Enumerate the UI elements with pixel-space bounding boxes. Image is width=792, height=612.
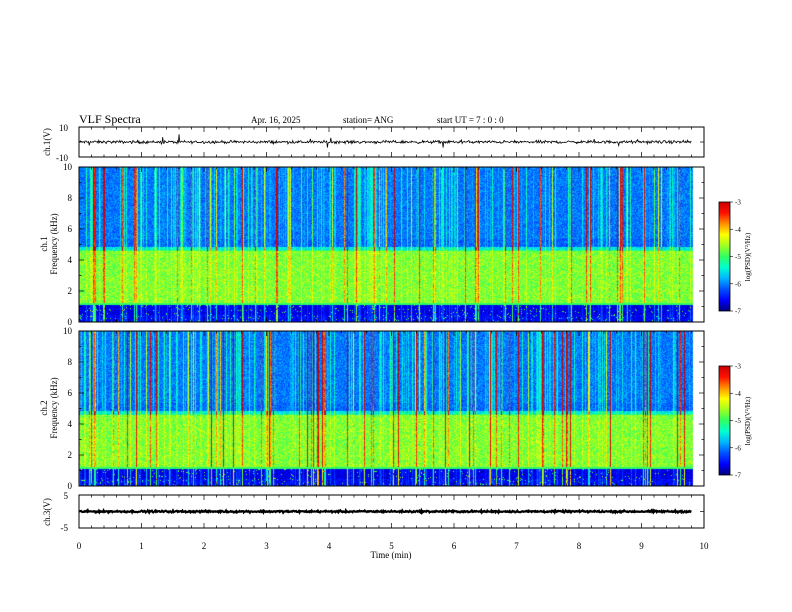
x-axis-tick-labels: 0 1 2 3 4 5 6 7 8 9 10 (77, 541, 709, 551)
ch1-spectrogram-ylabel: Frequency (kHz) (49, 213, 59, 274)
ch1-spectrogram-ytick-label: 6 (68, 224, 73, 234)
ch2-colorbar-label: log(PSD)(V²/Hz) (744, 396, 752, 445)
ch2-spectrogram-channel-label: ch.2 (39, 400, 49, 415)
ch1-spectrogram-ytick-label: 4 (68, 255, 73, 265)
ch2-spectrogram-ytick-label: 8 (68, 357, 73, 367)
ch3-waveform-panel: 5 -5 ch.3(V) (42, 491, 705, 533)
header-station: station= ANG (343, 115, 394, 125)
x-tick-label: 8 (577, 541, 582, 551)
ch1-ytick-bottom: -10 (56, 153, 68, 163)
x-tick-label: 4 (327, 541, 332, 551)
ch3-ytick-top: 5 (64, 491, 69, 501)
ch2-colorbar-ticks: -3 -4 -5 -6 -7 (730, 363, 741, 480)
ch3-ytick-bottom: -5 (61, 523, 69, 533)
ch2-colorbar-tick-label: -3 (735, 363, 741, 371)
x-tick-label: 9 (639, 541, 644, 551)
ch2-spectrogram-ytick-labels: 0 2 4 6 8 10 (63, 326, 73, 491)
ch2-colorbar-tick-label: -7 (735, 472, 741, 480)
ch2-spectrogram-ytick-label: 4 (68, 419, 73, 429)
ch1-waveform-ylabel: ch.1(V) (42, 128, 52, 156)
x-tick-label: 1 (139, 541, 144, 551)
header-date: Apr. 16, 2025 (251, 115, 301, 125)
ch1-spectrogram-ytick-label: 10 (63, 162, 73, 172)
ch1-spectrogram-ticks (78, 166, 705, 323)
ch3-waveform-line (78, 507, 692, 516)
ch1-colorbar-tick-label: -7 (735, 308, 741, 316)
ch1-colorbar (718, 201, 731, 312)
x-tick-label: 6 (452, 541, 457, 551)
ch2-colorbar-tick-label: -4 (735, 390, 741, 398)
ch3-waveform-ticks (78, 494, 705, 529)
ch1-colorbar-tick-label: -5 (735, 253, 741, 261)
ch1-spectrogram-channel-label: ch.1 (39, 236, 49, 251)
ch2-spectrogram-ticks (78, 330, 705, 487)
ch2-spectrogram-ytick-label: 0 (68, 481, 73, 491)
ch1-colorbar-ticks: -3 -4 -5 -6 -7 (730, 199, 741, 316)
x-tick-label: 5 (389, 541, 394, 551)
figure-title: VLF Spectra (79, 112, 141, 126)
ch2-spectrogram-ytick-label: 10 (63, 326, 73, 336)
x-tick-label: 10 (700, 541, 710, 551)
ch2-colorbar (718, 365, 731, 476)
x-tick-label: 3 (264, 541, 269, 551)
x-tick-label: 7 (514, 541, 519, 551)
ch2-colorbar-tick-label: -5 (735, 417, 741, 425)
ch1-colorbar-label: log(PSD)(V²/Hz) (744, 232, 752, 281)
ch1-colorbar-tick-label: -4 (735, 226, 741, 234)
ch1-ytick-top: 10 (59, 123, 69, 133)
ch1-colorbar-tick-label: -3 (735, 199, 741, 207)
ch1-spectrogram-image (79, 167, 704, 322)
ch2-spectrogram-ytick-label: 2 (68, 450, 73, 460)
ch1-colorbar-tick-label: -6 (735, 280, 741, 288)
ch2-colorbar-tick-label: -6 (735, 444, 741, 452)
ch2-spectrogram-image (79, 331, 704, 486)
header-start-ut: start UT = 7 : 0 : 0 (437, 115, 504, 125)
ch1-waveform-line (78, 134, 692, 148)
x-axis-label: Time (min) (371, 550, 412, 560)
ch2-spectrogram-ylabel: Frequency (kHz) (49, 377, 59, 438)
ch1-waveform-panel: 10 -10 ch.1(V) (42, 123, 705, 163)
ch1-spectrogram-ytick-label: 2 (68, 286, 73, 296)
ch1-waveform-ticks (78, 126, 705, 158)
x-tick-label: 2 (202, 541, 207, 551)
ch3-waveform-ylabel: ch.3(V) (42, 498, 52, 526)
x-tick-label: 0 (77, 541, 82, 551)
ch1-spectrogram-ytick-label: 0 (68, 317, 73, 327)
ch1-spectrogram-ytick-labels: 0 2 4 6 8 10 (63, 162, 73, 327)
ch1-spectrogram-ytick-label: 8 (68, 193, 73, 203)
ch2-spectrogram-ytick-label: 6 (68, 388, 73, 398)
